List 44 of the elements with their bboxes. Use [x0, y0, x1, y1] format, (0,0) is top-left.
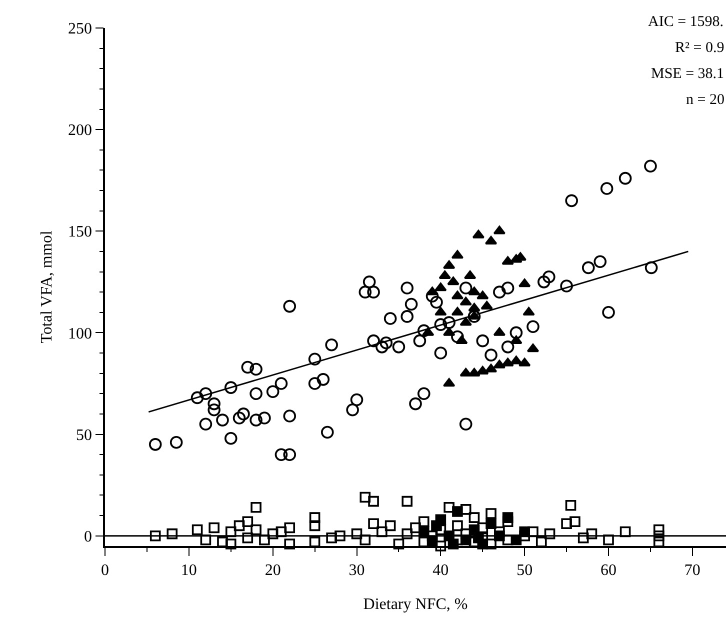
x-tick-label: 60 [600, 562, 617, 579]
y-tick-label: 50 [76, 426, 92, 444]
point [426, 286, 438, 296]
point [486, 518, 496, 530]
point [431, 520, 442, 532]
x-tick-label: 70 [684, 562, 700, 579]
y-tick-label: 250 [68, 20, 92, 38]
point [460, 317, 472, 326]
point [447, 276, 460, 286]
x-tick-label: 10 [180, 562, 197, 579]
point [502, 512, 514, 523]
point [438, 270, 451, 279]
point [434, 282, 447, 292]
x-tick-label: 50 [516, 562, 533, 579]
point [434, 306, 447, 316]
annotation: AIC = 1598. [648, 14, 724, 30]
point [522, 306, 535, 316]
y-axis-title: Total VFA, mmol [38, 230, 56, 344]
point [460, 296, 472, 306]
point [510, 356, 522, 364]
point [460, 534, 472, 546]
y-tick-label: 100 [68, 325, 92, 342]
x-axis-title: Dietary NFC, % [363, 596, 468, 614]
x-tick-label: 20 [264, 562, 281, 579]
annotation: MSE = 38.1 [651, 66, 724, 82]
y-tick-label: 0 [84, 528, 92, 546]
point [502, 256, 514, 265]
annotation: R² = 0.9 [675, 40, 724, 56]
point [476, 290, 489, 300]
x-tick-label: 30 [348, 562, 365, 579]
point [510, 335, 522, 344]
x-tick-label: 40 [432, 562, 449, 579]
y-tick-label: 200 [68, 122, 92, 140]
point [468, 286, 480, 296]
y-tick-label: 150 [68, 224, 92, 241]
x-tick-label: 0 [101, 562, 109, 579]
point [456, 335, 468, 344]
point [480, 300, 493, 310]
point [502, 358, 514, 366]
point [451, 306, 464, 316]
annotation: n = 20 [686, 92, 724, 108]
point [468, 302, 480, 312]
point [476, 366, 489, 374]
point [452, 506, 463, 517]
